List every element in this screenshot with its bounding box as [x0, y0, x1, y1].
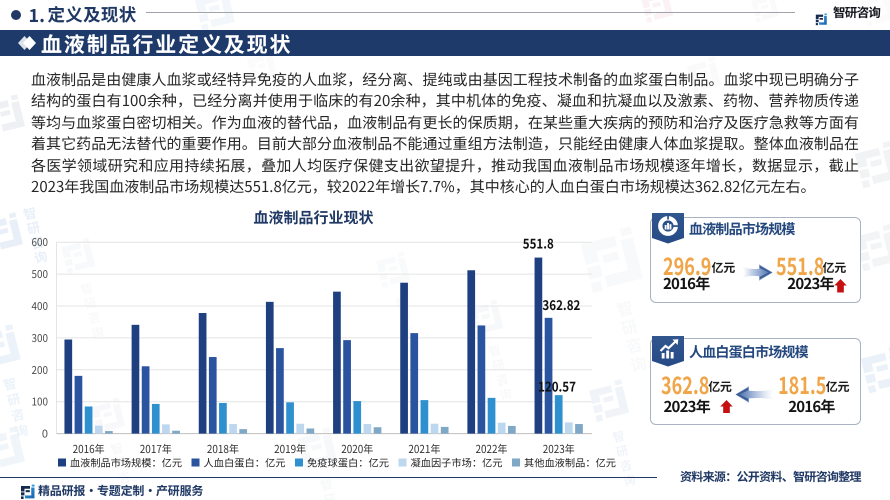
- svg-text:551.8: 551.8: [523, 233, 554, 253]
- svg-text:120.57: 120.57: [538, 376, 576, 396]
- svg-text:2018年: 2018年: [207, 441, 239, 457]
- svg-text:2023年: 2023年: [543, 441, 575, 457]
- svg-text:100: 100: [32, 394, 49, 410]
- svg-text:2022年: 2022年: [476, 441, 508, 457]
- svg-text:200: 200: [32, 362, 49, 378]
- svg-text:362.82: 362.82: [542, 294, 580, 314]
- svg-text:2019年: 2019年: [274, 441, 306, 457]
- svg-text:免疫球蛋白：亿元: 免疫球蛋白：亿元: [307, 455, 389, 470]
- svg-text:300: 300: [32, 330, 49, 346]
- svg-text:400: 400: [32, 298, 49, 314]
- svg-text:2020年: 2020年: [341, 441, 373, 457]
- svg-text:500: 500: [32, 266, 49, 282]
- svg-text:血液制品行业现状: 血液制品行业现状: [253, 207, 373, 228]
- svg-text:血液制品市场规模：亿元: 血液制品市场规模：亿元: [70, 455, 182, 470]
- svg-text:600: 600: [32, 234, 49, 250]
- svg-text:凝血因子市场：亿元: 凝血因子市场：亿元: [411, 455, 503, 470]
- svg-text:2016年: 2016年: [73, 441, 105, 457]
- svg-text:2021年: 2021年: [408, 441, 440, 457]
- svg-text:人血白蛋白：亿元: 人血白蛋白：亿元: [204, 455, 286, 470]
- svg-text:0: 0: [42, 426, 48, 442]
- svg-text:其他血液制品：亿元: 其他血液制品：亿元: [524, 455, 616, 470]
- svg-text:2017年: 2017年: [140, 441, 172, 457]
